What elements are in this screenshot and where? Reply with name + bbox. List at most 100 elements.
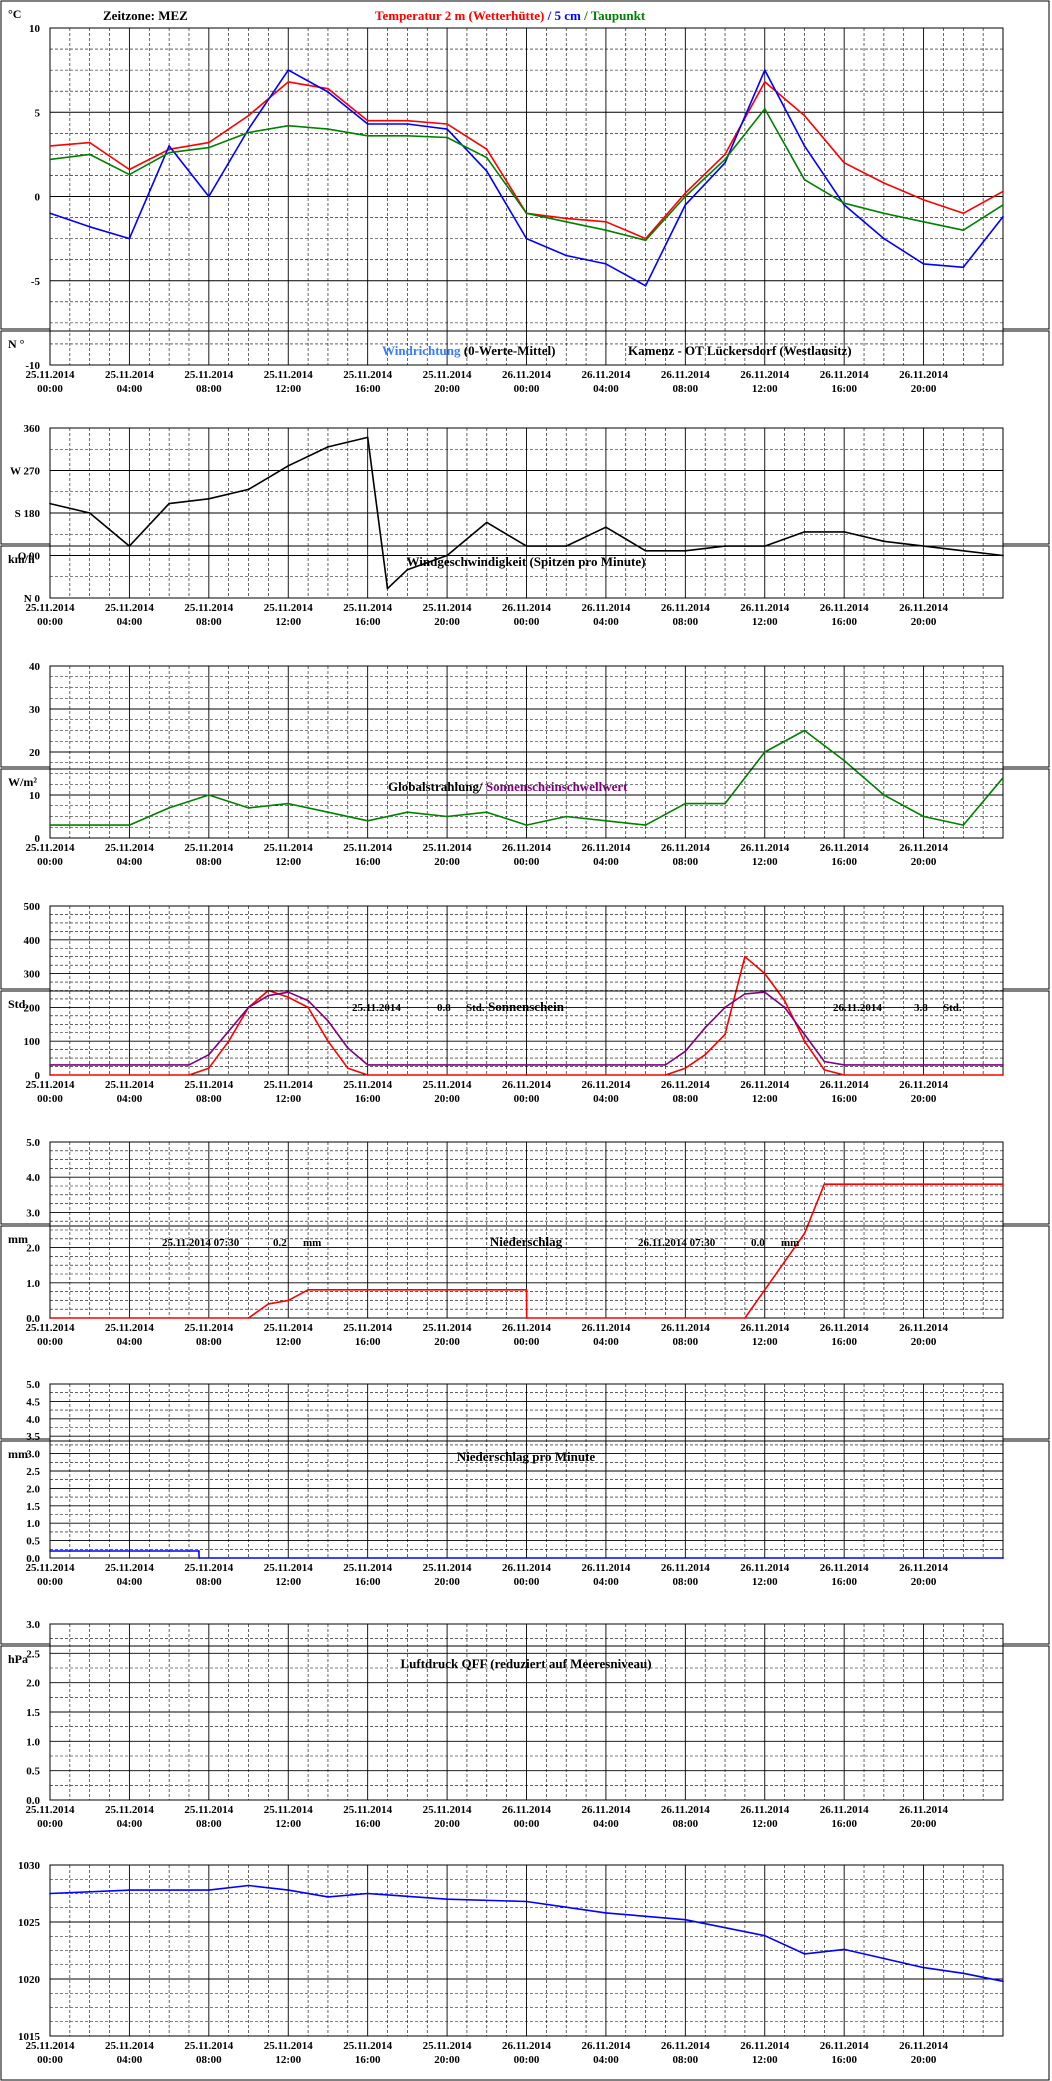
x-tick-date: 25.11.2014 [184,1079,233,1091]
data-point [763,751,766,753]
data-point [327,1896,329,1898]
data-point [684,195,687,198]
data-point [168,145,171,147]
chart-title: Niederschlag pro Minute [457,1449,596,1464]
data-point [882,794,885,796]
x-tick-date: 26.11.2014 [899,369,948,381]
data-point [406,811,409,814]
data-point [168,1074,171,1076]
data-point [1002,1557,1004,1559]
data-point [565,220,568,223]
data-point [128,168,131,171]
data-point [704,1026,707,1029]
x-tick-time: 12:00 [752,1093,778,1105]
data-point [485,170,488,173]
y-tick-label: 0 [35,192,41,204]
data-point [605,819,607,822]
data-point [1002,1980,1004,1983]
x-tick-date: 25.11.2014 [26,602,75,614]
data-point [1002,1063,1004,1066]
x-tick-date: 26.11.2014 [661,602,710,614]
daily-unit: mm [781,1237,799,1249]
data-point [207,794,210,796]
chart-title: Windgeschwindigkeit (Spitzen pro Minute) [407,554,646,569]
x-tick-date: 26.11.2014 [740,2040,789,2052]
data-point [446,136,448,139]
y-tick-label: 2.0 [26,1678,40,1690]
x-tick-time: 08:00 [196,2054,222,2066]
x-tick-date: 26.11.2014 [820,1079,869,1091]
data-point [207,497,210,500]
x-tick-date: 26.11.2014 [899,1079,948,1091]
x-tick-date: 26.11.2014 [820,1804,869,1816]
data-point [485,521,488,524]
data-point [1002,776,1004,779]
unit-label: km/h [8,552,35,566]
x-tick-date: 26.11.2014 [502,1079,551,1091]
x-tick-time: 12:00 [752,1576,778,1588]
x-tick-time: 16:00 [831,383,857,395]
x-tick-time: 08:00 [196,1818,222,1830]
x-tick-time: 20:00 [911,856,937,868]
x-tick-time: 16:00 [355,383,381,395]
x-tick-date: 26.11.2014 [899,1322,948,1334]
x-tick-date: 26.11.2014 [820,602,869,614]
x-tick-time: 12:00 [275,2054,301,2066]
x-tick-date: 26.11.2014 [581,1562,630,1574]
data-point [922,1966,925,1969]
x-tick-date: 26.11.2014 [740,1079,789,1091]
data-point [366,1892,369,1895]
data-point [287,991,290,994]
y-tick-label: 3.0 [26,1207,40,1219]
y-tick-label: 2.5 [26,1648,40,1660]
data-point [247,128,250,131]
data-point [783,1006,786,1009]
x-tick-time: 12:00 [275,1336,301,1348]
x-tick-time: 08:00 [196,616,222,628]
data-point [763,991,766,994]
data-point [366,123,369,125]
x-tick-date: 25.11.2014 [184,1562,233,1574]
data-point [823,1183,826,1186]
x-tick-date: 26.11.2014 [502,1804,551,1816]
data-point [843,1074,846,1076]
x-tick-date: 25.11.2014 [264,369,313,381]
data-point [763,1288,766,1291]
series-line-1 [50,991,1003,1066]
data-point [525,824,528,826]
x-tick-time: 16:00 [831,1576,857,1588]
x-tick-time: 04:00 [117,383,143,395]
chart-panel-0: 10 5 0 -5 -10 °C 25.11.2014 00:00 25.11.2014 04:0… [0,0,1050,395]
x-tick-date: 25.11.2014 [264,602,313,614]
x-tick-date: 26.11.2014 [661,1079,710,1091]
data-point [724,1033,726,1036]
x-tick-time: 08:00 [196,1336,222,1348]
x-tick-date: 26.11.2014 [820,2040,869,2052]
y-tick-label: O 90 [18,551,41,563]
x-tick-date: 26.11.2014 [581,842,630,854]
data-point [644,284,647,287]
data-point [605,220,607,223]
x-tick-time: 00:00 [514,2054,540,2066]
x-tick-date: 26.11.2014 [899,1562,948,1574]
x-tick-date: 25.11.2014 [105,1562,154,1574]
x-tick-date: 25.11.2014 [105,602,154,614]
daily-date: 26.11.2014 [833,1002,882,1014]
timezone-label: Zeitzone: MEZ [103,8,188,23]
data-point [128,237,131,240]
y-tick-label: 500 [24,901,41,913]
data-point [327,445,329,448]
y-tick-label: 5 [35,107,41,119]
data-point [446,123,448,125]
data-point [843,1948,846,1951]
x-tick-date: 25.11.2014 [423,1079,472,1091]
data-point [743,1317,746,1319]
x-tick-time: 00:00 [514,1818,540,1830]
x-tick-date: 25.11.2014 [264,2040,313,2052]
x-tick-time: 20:00 [434,1818,460,1830]
y-tick-label: 1025 [18,1917,41,1929]
data-point [525,1063,528,1066]
x-tick-time: 00:00 [514,616,540,628]
x-tick-time: 08:00 [672,2054,698,2066]
x-tick-date: 25.11.2014 [343,1804,392,1816]
